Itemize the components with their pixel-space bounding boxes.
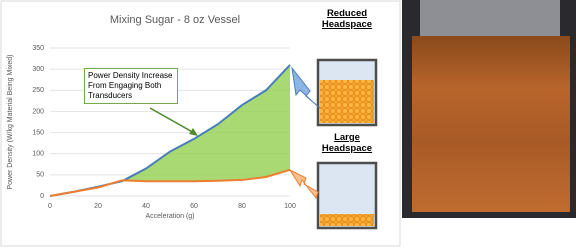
page: Mixing Sugar - 8 oz Vessel Acceleration … (0, 0, 576, 248)
chart-title: Mixing Sugar - 8 oz Vessel (110, 14, 240, 26)
y-tick-label: 0 (40, 193, 44, 200)
y-tick-label: 200 (32, 108, 44, 115)
x-tick-label: 0 (48, 203, 52, 210)
x-tick-label: 100 (284, 203, 296, 210)
y-tick-label: 300 (32, 66, 44, 73)
photo-contents (412, 36, 570, 212)
photo-cap (420, 0, 560, 38)
label: Large Headspace (314, 132, 380, 154)
y-axis-label: Power Density (W/kg Material Being Mixed… (7, 55, 14, 190)
y-tick-label: 150 (32, 129, 44, 136)
x-tick-label: 60 (190, 203, 198, 210)
x-axis-label: Acceleration (g) (145, 213, 194, 220)
chart: Mixing Sugar - 8 oz Vessel Acceleration … (0, 0, 576, 248)
label: Reduced Headspace (314, 8, 380, 30)
y-tick-label: 100 (32, 151, 44, 158)
beads (320, 80, 374, 123)
x-tick-label: 80 (238, 203, 246, 210)
y-tick-label: 50 (36, 172, 44, 179)
y-tick-label: 250 (32, 87, 44, 94)
y-tick-label: 350 (32, 45, 44, 52)
beads (320, 214, 374, 226)
x-tick-label: 40 (142, 203, 150, 210)
annotation: Power Density Increase From Engaging Bot… (84, 68, 178, 104)
x-tick-label: 20 (94, 203, 102, 210)
